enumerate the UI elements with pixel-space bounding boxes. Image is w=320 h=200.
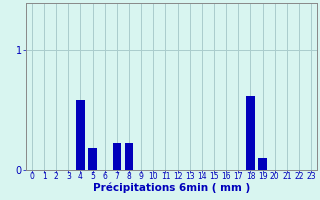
Bar <box>125 143 133 170</box>
Bar <box>88 148 97 170</box>
Bar <box>113 143 121 170</box>
Bar <box>76 100 85 170</box>
X-axis label: Précipitations 6min ( mm ): Précipitations 6min ( mm ) <box>93 183 250 193</box>
Bar <box>246 96 255 170</box>
Bar <box>258 158 267 170</box>
